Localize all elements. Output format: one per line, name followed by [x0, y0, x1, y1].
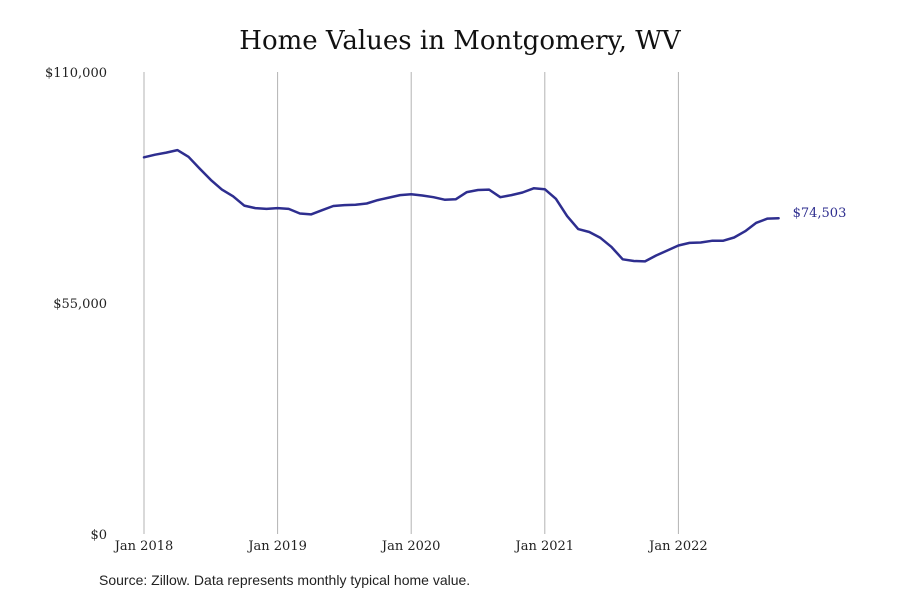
end-value-label: $74,503 [793, 206, 847, 221]
x-tick-label: Jan 2022 [647, 539, 708, 554]
y-tick-label: $110,000 [45, 66, 107, 81]
x-tick-label: Jan 2019 [246, 539, 307, 554]
y-tick-label: $0 [90, 528, 107, 543]
chart-title: Home Values in Montgomery, WV [239, 26, 681, 56]
x-tick-label: Jan 2020 [380, 539, 441, 554]
source-note: Source: Zillow. Data represents monthly … [99, 572, 471, 588]
y-tick-label: $55,000 [53, 297, 107, 312]
series-line [142, 148, 780, 263]
x-tick-label: Jan 2021 [514, 539, 575, 554]
x-tick-label: Jan 2018 [113, 539, 174, 554]
